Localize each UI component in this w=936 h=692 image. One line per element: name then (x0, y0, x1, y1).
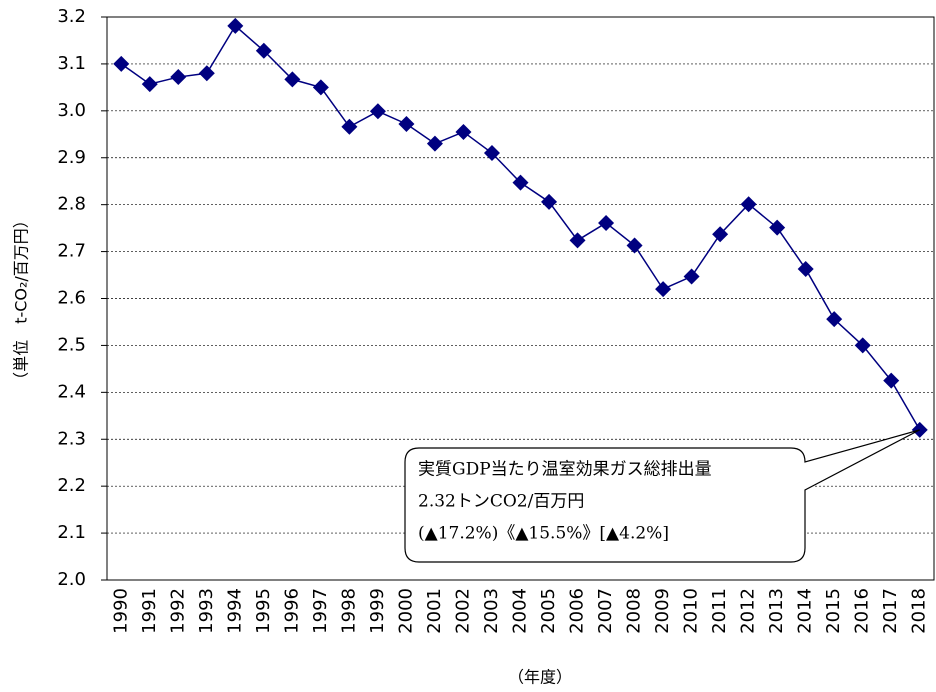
x-tick-label: 1995 (253, 588, 274, 634)
x-tick-label: 2003 (481, 588, 502, 634)
y-tick-label: 2.3 (57, 428, 86, 449)
x-tick-label: 2001 (424, 588, 445, 634)
y-axis-label: （単位 t-CO₂/百万円） (12, 212, 31, 388)
annotation-text: 2.32トンCO2/百万円 (418, 492, 584, 512)
x-tick-label: 2006 (567, 588, 588, 634)
data-marker (284, 71, 301, 88)
y-tick-label: 2.5 (57, 334, 86, 355)
data-marker (655, 281, 672, 298)
x-tick-label: 2014 (795, 588, 816, 634)
y-tick-label: 2.0 (57, 569, 86, 590)
callout-box (404, 429, 921, 563)
y-tick-label: 2.7 (57, 241, 86, 262)
x-tick-label: 1992 (167, 588, 188, 634)
x-tick-label: 2016 (852, 588, 873, 634)
data-marker (141, 76, 158, 93)
data-marker (712, 226, 729, 243)
data-marker (769, 219, 786, 236)
x-tick-label: 1996 (281, 588, 302, 634)
data-marker (426, 135, 443, 152)
data-marker (883, 372, 900, 389)
data-marker (598, 214, 615, 231)
data-marker (170, 69, 187, 86)
data-marker (740, 196, 757, 213)
x-tick-label: 1990 (110, 588, 131, 634)
data-marker (483, 145, 500, 162)
x-tick-label: 2004 (510, 588, 531, 634)
x-tick-label: 2008 (624, 588, 645, 634)
y-tick-label: 2.2 (57, 475, 86, 496)
x-tick-label: 1997 (310, 588, 331, 634)
data-marker (198, 65, 215, 82)
x-tick-label: 1998 (338, 588, 359, 634)
y-tick-label: 3.2 (57, 6, 86, 27)
x-tick-label: 1993 (196, 588, 217, 634)
data-marker (854, 337, 871, 354)
x-tick-label: 2002 (452, 588, 473, 634)
x-tick-label: 2005 (538, 588, 559, 634)
data-marker (369, 103, 386, 120)
data-marker (626, 237, 643, 254)
x-tick-label: 1999 (367, 588, 388, 634)
x-tick-label: 2011 (709, 588, 730, 634)
y-tick-label: 3.0 (57, 100, 86, 121)
data-marker (683, 268, 700, 285)
data-marker (797, 260, 814, 277)
x-tick-label: 1994 (224, 588, 245, 634)
x-tick-label: 2013 (766, 588, 787, 634)
data-marker (455, 123, 472, 140)
data-marker (512, 174, 529, 191)
y-tick-label: 2.9 (57, 147, 86, 168)
y-tick-label: 3.1 (57, 53, 86, 74)
x-tick-label: 2009 (652, 588, 673, 634)
data-marker (255, 42, 272, 59)
data-line (120, 24, 921, 431)
annotation-text: (▲17.2%)《▲15.5%》[▲4.2%] (418, 524, 669, 544)
data-marker (826, 311, 843, 328)
plot-frame (106, 16, 935, 581)
x-tick-label: 2012 (738, 588, 759, 634)
x-tick-label: 2010 (681, 588, 702, 634)
x-tick-label: 2017 (880, 588, 901, 634)
data-marker (113, 55, 130, 72)
data-marker (341, 118, 358, 135)
y-tick-label: 2.8 (57, 194, 86, 215)
data-marker (312, 79, 329, 96)
data-marker (398, 115, 415, 132)
y-tick-label: 2.6 (57, 288, 86, 309)
data-marker (569, 232, 586, 249)
x-tick-label: 1991 (139, 588, 160, 634)
x-axis-label: （年度） (508, 668, 572, 687)
y-tick-label: 2.4 (57, 381, 86, 402)
x-tick-label: 2018 (909, 588, 930, 634)
annotation-text: 実質GDP当たり温室効果ガス総排出量 (418, 460, 712, 480)
x-tick-label: 2007 (595, 588, 616, 634)
data-marker (227, 17, 244, 34)
data-marker (541, 193, 558, 210)
y-tick-label: 2.1 (57, 522, 86, 543)
x-tick-label: 2000 (395, 588, 416, 634)
x-tick-label: 2015 (823, 588, 844, 634)
